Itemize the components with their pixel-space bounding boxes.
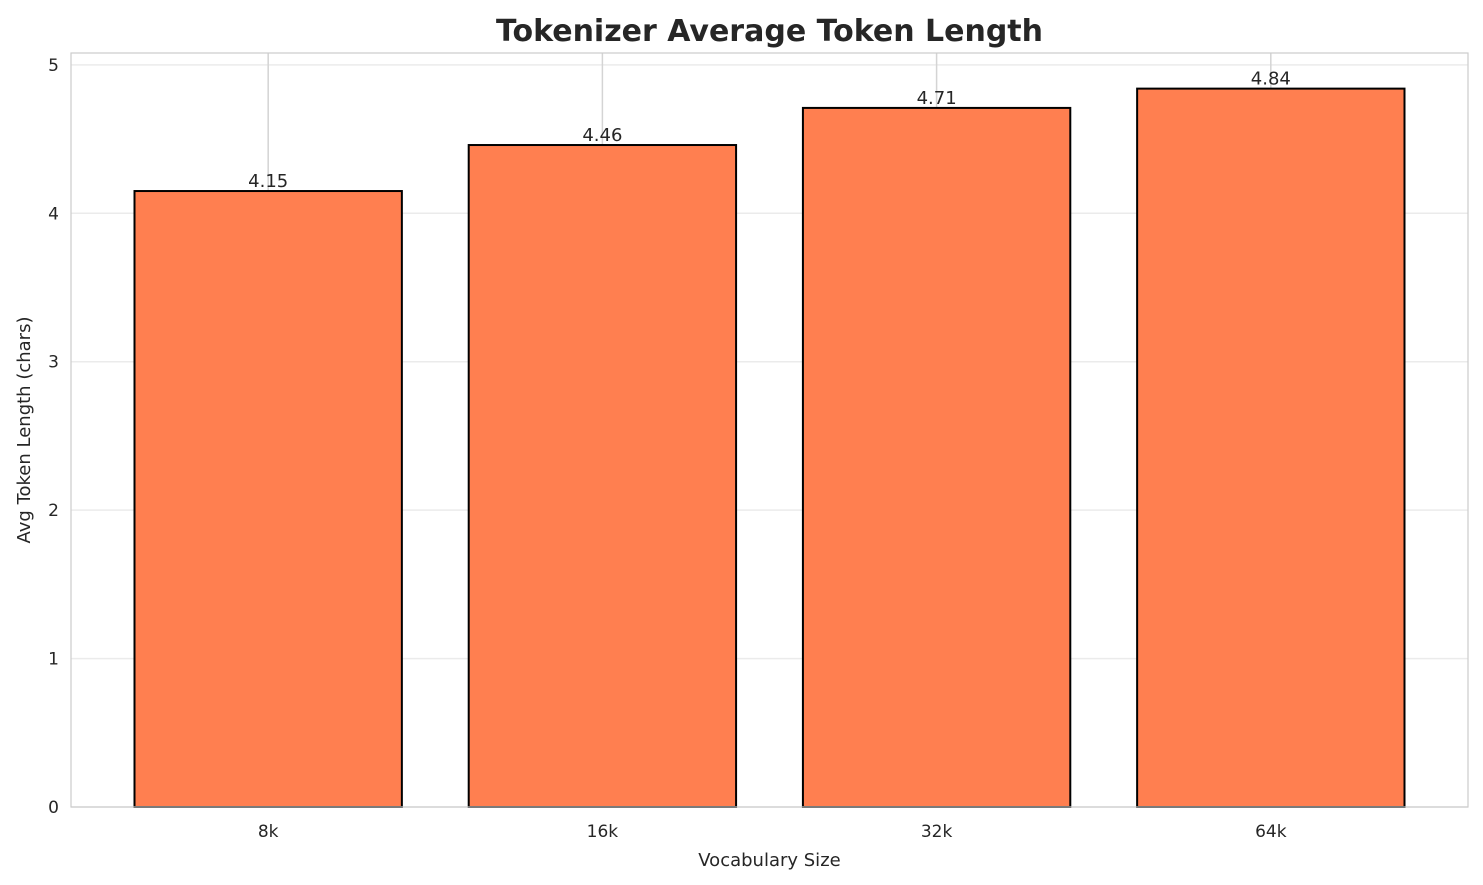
data-label: 4.15 <box>248 171 288 192</box>
y-axis-ticks: 0 1 2 3 4 5 <box>48 56 59 818</box>
plot-frame <box>70 52 1469 808</box>
x-tick-label: 8k <box>258 822 279 842</box>
y-tick-label: 4 <box>48 204 59 224</box>
bars <box>133 87 1406 809</box>
data-label: 4.71 <box>917 88 957 109</box>
y-tick-label: 0 <box>48 798 59 818</box>
x-tick-label: 16k <box>587 822 619 842</box>
y-tick-label: 5 <box>48 56 59 76</box>
y-axis-label: Avg Token Length (chars) <box>14 317 35 544</box>
data-label: 4.84 <box>1251 69 1291 90</box>
bar-8k <box>133 190 403 808</box>
bar-32k <box>801 106 1072 809</box>
y-tick-label: 2 <box>48 501 59 521</box>
bar-64k <box>1136 87 1406 808</box>
x-axis-label: Vocabulary Size <box>698 850 840 871</box>
chart-title: Tokenizer Average Token Length <box>496 14 1043 49</box>
data-labels: 4.15 4.46 4.71 4.84 <box>248 69 1291 192</box>
y-tick-label: 1 <box>48 650 59 670</box>
data-label: 4.46 <box>582 125 622 146</box>
y-tick-label: 3 <box>48 353 59 373</box>
bar-16k <box>467 144 738 808</box>
x-tick-label: 64k <box>1255 822 1287 842</box>
x-tick-label: 32k <box>921 822 953 842</box>
x-axis-ticks: 8k 16k 32k 64k <box>258 822 1287 842</box>
